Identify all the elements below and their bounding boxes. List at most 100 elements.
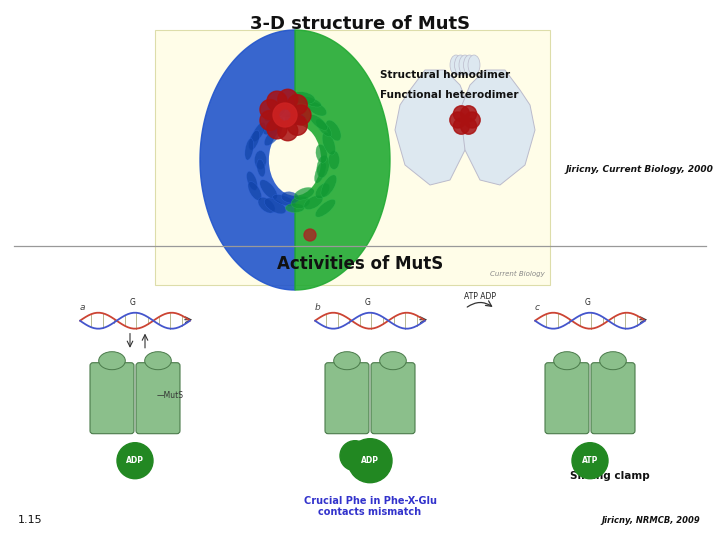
Circle shape xyxy=(287,115,307,136)
Ellipse shape xyxy=(300,97,321,107)
Circle shape xyxy=(117,443,153,478)
Bar xyxy=(155,30,550,285)
Ellipse shape xyxy=(264,198,286,214)
Ellipse shape xyxy=(145,352,171,370)
Ellipse shape xyxy=(269,124,321,195)
Ellipse shape xyxy=(252,122,266,142)
Circle shape xyxy=(267,91,287,111)
Ellipse shape xyxy=(286,204,305,213)
Ellipse shape xyxy=(307,102,327,116)
Text: ATP ADP: ATP ADP xyxy=(464,292,496,301)
Ellipse shape xyxy=(269,103,292,114)
Text: G: G xyxy=(130,298,136,307)
Circle shape xyxy=(304,229,316,241)
Ellipse shape xyxy=(279,106,299,118)
Circle shape xyxy=(267,119,287,139)
Ellipse shape xyxy=(263,116,284,135)
Text: 3-D structure of MutS: 3-D structure of MutS xyxy=(250,15,470,33)
Ellipse shape xyxy=(292,92,315,104)
Ellipse shape xyxy=(245,138,253,160)
Text: Functional heterodimer: Functional heterodimer xyxy=(380,90,518,100)
Polygon shape xyxy=(200,30,295,290)
Ellipse shape xyxy=(600,352,626,370)
Text: Sliding clamp: Sliding clamp xyxy=(570,471,650,481)
Ellipse shape xyxy=(450,55,462,75)
Circle shape xyxy=(454,106,469,122)
Text: c: c xyxy=(535,303,540,312)
Text: b: b xyxy=(315,303,320,312)
Ellipse shape xyxy=(273,194,295,206)
Ellipse shape xyxy=(304,195,323,210)
Ellipse shape xyxy=(284,113,305,125)
Text: Jiricny, Current Biology, 2000: Jiricny, Current Biology, 2000 xyxy=(565,165,713,174)
Circle shape xyxy=(287,94,307,114)
Text: Jiricny, NRMCB, 2009: Jiricny, NRMCB, 2009 xyxy=(601,516,700,525)
Ellipse shape xyxy=(316,119,332,137)
Ellipse shape xyxy=(554,352,580,370)
Ellipse shape xyxy=(323,132,336,155)
Text: Activities of MutS: Activities of MutS xyxy=(277,255,443,273)
FancyBboxPatch shape xyxy=(136,363,180,434)
Text: Crucial Phe in Phe-X-Glu
contacts mismatch: Crucial Phe in Phe-X-Glu contacts mismat… xyxy=(304,496,436,517)
Ellipse shape xyxy=(317,155,329,178)
Text: Structural homodimer: Structural homodimer xyxy=(380,70,510,80)
Circle shape xyxy=(461,106,477,122)
Ellipse shape xyxy=(294,187,314,200)
Ellipse shape xyxy=(468,55,480,75)
Ellipse shape xyxy=(316,144,328,163)
Text: G: G xyxy=(585,298,591,307)
Circle shape xyxy=(260,99,280,119)
FancyBboxPatch shape xyxy=(325,363,369,434)
Text: —MutS: —MutS xyxy=(157,391,184,400)
Ellipse shape xyxy=(291,196,310,208)
Circle shape xyxy=(464,112,480,128)
Ellipse shape xyxy=(281,192,299,203)
Ellipse shape xyxy=(379,352,406,370)
FancyBboxPatch shape xyxy=(591,363,635,434)
Circle shape xyxy=(572,443,608,478)
Ellipse shape xyxy=(258,197,275,213)
Ellipse shape xyxy=(328,151,340,170)
Circle shape xyxy=(461,118,477,134)
Circle shape xyxy=(260,111,280,131)
Ellipse shape xyxy=(459,55,471,75)
Circle shape xyxy=(340,441,370,471)
Ellipse shape xyxy=(464,55,475,75)
Ellipse shape xyxy=(454,55,467,75)
Text: ADP: ADP xyxy=(361,456,379,465)
Ellipse shape xyxy=(254,151,266,170)
Circle shape xyxy=(291,105,311,125)
Ellipse shape xyxy=(321,175,337,197)
Ellipse shape xyxy=(248,181,261,200)
Ellipse shape xyxy=(257,159,265,177)
Ellipse shape xyxy=(99,352,125,370)
Circle shape xyxy=(454,118,469,134)
Circle shape xyxy=(273,103,297,127)
Text: ADP: ADP xyxy=(126,456,144,465)
Text: a: a xyxy=(80,303,86,312)
Circle shape xyxy=(278,89,298,109)
Ellipse shape xyxy=(315,183,330,199)
Ellipse shape xyxy=(264,107,286,122)
FancyBboxPatch shape xyxy=(371,363,415,434)
Circle shape xyxy=(450,112,466,128)
FancyBboxPatch shape xyxy=(545,363,589,434)
Circle shape xyxy=(348,438,392,483)
Text: ATP: ATP xyxy=(582,456,598,465)
Circle shape xyxy=(278,121,298,141)
Ellipse shape xyxy=(310,114,328,130)
Text: G: G xyxy=(365,298,371,307)
Text: Current Biology: Current Biology xyxy=(490,271,545,277)
Polygon shape xyxy=(395,70,470,185)
Ellipse shape xyxy=(315,161,326,183)
Ellipse shape xyxy=(248,130,260,150)
Ellipse shape xyxy=(325,120,341,141)
Polygon shape xyxy=(460,70,535,185)
FancyBboxPatch shape xyxy=(90,363,134,434)
Ellipse shape xyxy=(315,199,336,217)
Text: 1.15: 1.15 xyxy=(18,515,42,525)
Ellipse shape xyxy=(260,180,277,199)
Ellipse shape xyxy=(246,171,258,191)
Polygon shape xyxy=(295,30,390,290)
Ellipse shape xyxy=(264,125,282,146)
